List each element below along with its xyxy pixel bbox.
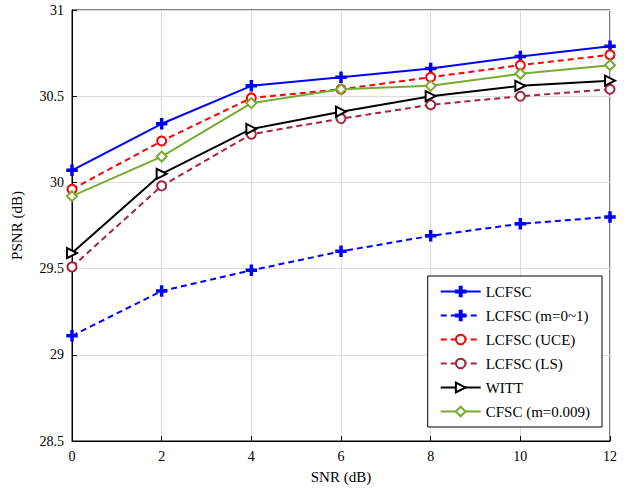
svg-text:10: 10 xyxy=(513,449,527,464)
svg-text:12: 12 xyxy=(603,449,617,464)
svg-text:CFSC (m=0.009): CFSC (m=0.009) xyxy=(486,404,590,421)
svg-text:28.5: 28.5 xyxy=(40,434,65,449)
svg-text:WITT: WITT xyxy=(486,380,523,396)
svg-text:31: 31 xyxy=(50,3,64,18)
svg-text:29.5: 29.5 xyxy=(40,261,65,276)
svg-text:LCFSC (UCE): LCFSC (UCE) xyxy=(486,332,576,349)
svg-text:2: 2 xyxy=(158,449,165,464)
svg-text:LCFSC (m=0~1): LCFSC (m=0~1) xyxy=(486,308,589,325)
svg-text:6: 6 xyxy=(338,449,345,464)
svg-text:0: 0 xyxy=(69,449,76,464)
svg-text:8: 8 xyxy=(427,449,434,464)
svg-text:4: 4 xyxy=(248,449,255,464)
svg-text:30.5: 30.5 xyxy=(40,89,65,104)
svg-text:LCFSC (LS): LCFSC (LS) xyxy=(486,356,563,373)
svg-text:30: 30 xyxy=(50,175,64,190)
svg-text:29: 29 xyxy=(50,347,64,362)
svg-text:LCFSC: LCFSC xyxy=(486,284,532,300)
svg-text:SNR (dB): SNR (dB) xyxy=(311,469,371,486)
svg-text:PSNR (dB): PSNR (dB) xyxy=(9,191,26,260)
